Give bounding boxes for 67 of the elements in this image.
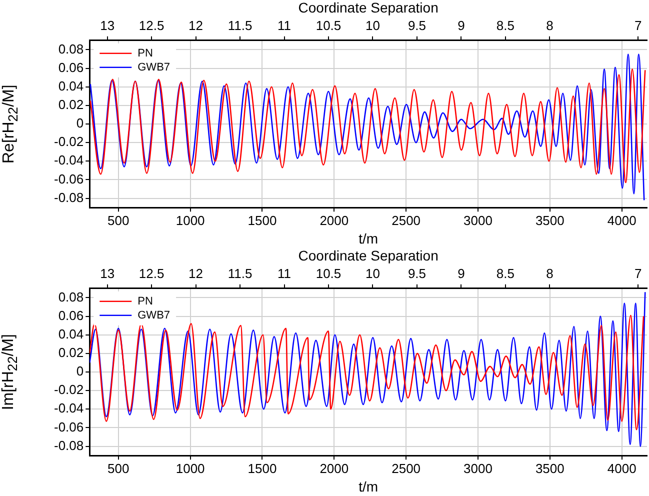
- x-tick-label: 2000: [320, 212, 349, 228]
- x-tick-label: 3500: [535, 460, 564, 476]
- x-tick-label: 3500: [535, 212, 564, 228]
- y-tick-label: 0.02: [58, 97, 84, 112]
- x-tick-label: 2500: [392, 212, 421, 228]
- x-tick-label: 2500: [392, 460, 421, 476]
- x2-tick-label: 9.5: [408, 18, 426, 34]
- x2-tick-label: 11: [278, 18, 292, 34]
- x-tick-label: 500: [108, 460, 130, 476]
- y-tick-label: 0.06: [58, 60, 84, 75]
- line-series: [90, 291, 646, 447]
- x-tick-label: 4000: [607, 460, 636, 476]
- y-tick-label: -0.06: [54, 171, 84, 186]
- y-tick-label: -0.04: [54, 400, 84, 416]
- x2-tick-label: 8: [546, 266, 554, 282]
- x2-tick-label: 9.5: [408, 266, 426, 282]
- x2-tick-label: 13: [100, 266, 115, 282]
- y-tick-label: -0.02: [54, 382, 84, 398]
- x2-tick-label: 12.5: [138, 266, 164, 282]
- x-tick-label: 500: [108, 212, 130, 228]
- x2-tick-label: 12.5: [138, 18, 164, 34]
- x2-tick-label: 7: [634, 266, 642, 282]
- x-tick-label: 3000: [464, 460, 492, 476]
- x-axis-title: t/m: [358, 478, 378, 494]
- x2-tick-label: 8.5: [496, 18, 514, 34]
- y-tick-label: -0.08: [54, 190, 84, 205]
- x2-tick-label: 10.5: [316, 266, 342, 282]
- x2-tick-label: 12: [188, 266, 204, 282]
- y-tick-label: 0.02: [58, 345, 84, 360]
- x-tick-label: 3000: [464, 212, 492, 228]
- y-tick-label: -0.04: [54, 152, 84, 168]
- x-axis-title: t/m: [358, 230, 378, 246]
- legend-label: PN: [138, 295, 153, 308]
- y-tick-label: 0: [76, 116, 84, 131]
- y-tick-label: 0.04: [58, 326, 84, 342]
- x2-tick-label: 12: [188, 18, 204, 34]
- x2-tick-label: 13: [100, 18, 115, 34]
- y-tick-label: -0.08: [54, 438, 84, 453]
- x-tick-label: 1000: [176, 212, 205, 228]
- x-tick-label: 1500: [248, 460, 277, 476]
- x2-tick-label: 10: [366, 18, 380, 34]
- y-tick-label: 0.08: [58, 41, 84, 56]
- x2-tick-label: 10.5: [316, 18, 342, 34]
- y-tick-label: 0.04: [58, 78, 84, 94]
- x2-axis-title: Coordinate Separation: [298, 247, 438, 264]
- legend-label: GWB7: [138, 309, 170, 322]
- x2-tick-label: 9: [458, 266, 465, 282]
- x2-tick-label: 11.5: [228, 266, 252, 282]
- x2-axis-title: Coordinate Separation: [298, 0, 438, 16]
- x2-tick-label: 7: [634, 18, 642, 34]
- y-tick-label: -0.06: [54, 419, 84, 434]
- legend-label: PN: [138, 47, 153, 60]
- x-tick-label: 4000: [607, 212, 636, 228]
- x-tick-label: 2000: [320, 460, 349, 476]
- y-tick-label: 0.08: [58, 289, 84, 304]
- x-tick-label: 1500: [248, 212, 277, 228]
- x2-tick-label: 11: [278, 266, 292, 282]
- x2-tick-label: 10: [366, 266, 380, 282]
- x2-tick-label: 8: [546, 18, 554, 34]
- y-tick-label: 0: [76, 364, 84, 379]
- x2-tick-label: 8.5: [496, 266, 514, 282]
- y-tick-label: 0.06: [58, 308, 84, 323]
- x2-tick-label: 11.5: [228, 18, 252, 34]
- x2-tick-label: 9: [458, 18, 465, 34]
- legend-label: GWB7: [138, 61, 170, 74]
- x-tick-label: 1000: [176, 460, 205, 476]
- y-tick-label: -0.02: [54, 134, 84, 150]
